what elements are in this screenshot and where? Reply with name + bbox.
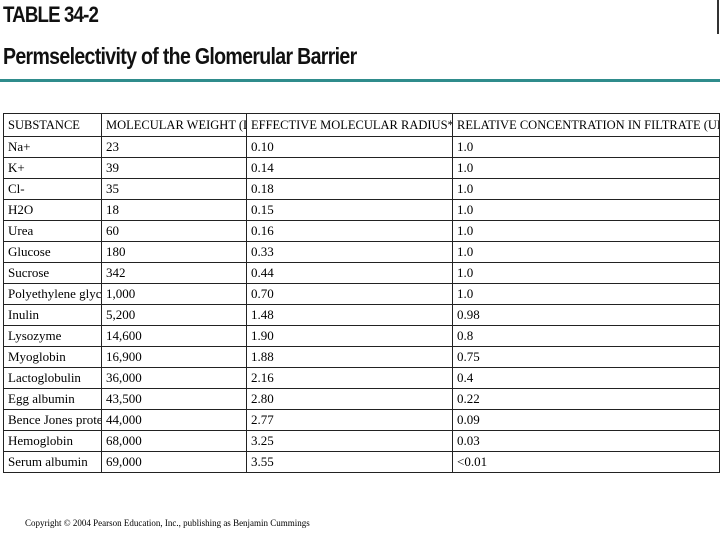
column-header: EFFECTIVE MOLECULAR RADIUS* (nm) bbox=[246, 113, 453, 137]
table-row: Hemoglobin 68,000 3.25 0.03 bbox=[3, 430, 720, 452]
table-cell: 0.98 bbox=[452, 304, 720, 326]
table-cell: 3.25 bbox=[246, 430, 453, 452]
table-row: Na+ 23 0.10 1.0 bbox=[3, 136, 720, 158]
table-cell: 0.33 bbox=[246, 241, 453, 263]
table-row: Cl- 35 0.18 1.0 bbox=[3, 178, 720, 200]
table-cell: Sucrose bbox=[3, 262, 102, 284]
table-cell: 39 bbox=[101, 157, 247, 179]
table-row: Lactoglobulin 36,000 2.16 0.4 bbox=[3, 367, 720, 389]
table-cell: 1.0 bbox=[452, 178, 720, 200]
table-cell: 0.8 bbox=[452, 325, 720, 347]
table-cell: 2.16 bbox=[246, 367, 453, 389]
divider bbox=[0, 79, 720, 82]
table-cell: 0.16 bbox=[246, 220, 453, 242]
table-cell: 0.22 bbox=[452, 388, 720, 410]
table-cell: 1.0 bbox=[452, 157, 720, 179]
table-cell: 1.0 bbox=[452, 262, 720, 284]
table-cell: 2.77 bbox=[246, 409, 453, 431]
table-row: Inulin 5,200 1.48 0.98 bbox=[3, 304, 720, 326]
column-header: MOLECULAR WEIGHT (Da) bbox=[101, 113, 247, 137]
table-cell: 1,000 bbox=[101, 283, 247, 305]
table-cell: 3.55 bbox=[246, 451, 453, 473]
table-cell: 1.0 bbox=[452, 283, 720, 305]
table-row: Polyethylene glycol 1,000 0.70 1.0 bbox=[3, 283, 720, 305]
table-cell: Cl- bbox=[3, 178, 102, 200]
table-cell: 2.80 bbox=[246, 388, 453, 410]
table-cell: 60 bbox=[101, 220, 247, 242]
table-cell: 0.18 bbox=[246, 178, 453, 200]
table-row: Sucrose 342 0.44 1.0 bbox=[3, 262, 720, 284]
table-cell: 0.70 bbox=[246, 283, 453, 305]
table-row: Serum albumin 69,000 3.55 <0.01 bbox=[3, 451, 720, 473]
table-cell: 0.09 bbox=[452, 409, 720, 431]
table-cell: 0.4 bbox=[452, 367, 720, 389]
column-header: RELATIVE CONCENTRATION IN FILTRATE (UFX/… bbox=[452, 113, 720, 137]
table-cell: 1.0 bbox=[452, 136, 720, 158]
table-cell: 1.0 bbox=[452, 241, 720, 263]
table-cell: 0.75 bbox=[452, 346, 720, 368]
table-cell: 180 bbox=[101, 241, 247, 263]
table-cell: Na+ bbox=[3, 136, 102, 158]
header-row: SUBSTANCE MOLECULAR WEIGHT (Da) EFFECTIVE … bbox=[3, 113, 720, 137]
copyright: Copyright © 2004 Pearson Education, Inc.… bbox=[25, 518, 310, 528]
table-cell: 0.15 bbox=[246, 199, 453, 221]
table-cell: 36,000 bbox=[101, 367, 247, 389]
table-cell: 1.48 bbox=[246, 304, 453, 326]
table-cell: Lysozyme bbox=[3, 325, 102, 347]
table-cell: 1.0 bbox=[452, 199, 720, 221]
table-cell: K+ bbox=[3, 157, 102, 179]
data-table: SUBSTANCE MOLECULAR WEIGHT (Da) EFFECTIVE … bbox=[3, 113, 720, 473]
table-cell: 0.14 bbox=[246, 157, 453, 179]
table-cell: 1.90 bbox=[246, 325, 453, 347]
table-cell: <0.01 bbox=[452, 451, 720, 473]
table-cell: 69,000 bbox=[101, 451, 247, 473]
edge-line bbox=[717, 0, 719, 34]
table-body: Na+ 23 0.10 1.0 K+ 39 0.14 1.0 Cl- 35 0.18 1.0 H2O 18… bbox=[3, 136, 720, 473]
table-row: Urea 60 0.16 1.0 bbox=[3, 220, 720, 242]
table-cell: 18 bbox=[101, 199, 247, 221]
table-cell: 1.0 bbox=[452, 220, 720, 242]
table-cell: 16,900 bbox=[101, 346, 247, 368]
table-row: Lysozyme 14,600 1.90 0.8 bbox=[3, 325, 720, 347]
table-cell: 43,500 bbox=[101, 388, 247, 410]
table-row: Myoglobin 16,900 1.88 0.75 bbox=[3, 346, 720, 368]
table-cell: 23 bbox=[101, 136, 247, 158]
table-cell: Glucose bbox=[3, 241, 102, 263]
table-cell: 0.03 bbox=[452, 430, 720, 452]
table-cell: Myoglobin bbox=[3, 346, 102, 368]
table-cell: 1.88 bbox=[246, 346, 453, 368]
table-cell: Hemoglobin bbox=[3, 430, 102, 452]
table-row: Glucose 180 0.33 1.0 bbox=[3, 241, 720, 263]
table-cell: Inulin bbox=[3, 304, 102, 326]
table-number: TABLE 34-2 bbox=[3, 2, 99, 27]
table-row: Egg albumin 43,500 2.80 0.22 bbox=[3, 388, 720, 410]
table-cell: Lactoglobulin bbox=[3, 367, 102, 389]
table-row: K+ 39 0.14 1.0 bbox=[3, 157, 720, 179]
table-row: H2O 18 0.15 1.0 bbox=[3, 199, 720, 221]
table-cell: Polyethylene glycol bbox=[3, 283, 102, 305]
column-header: SUBSTANCE bbox=[3, 113, 102, 137]
table-cell: 5,200 bbox=[101, 304, 247, 326]
table-cell: H2O bbox=[3, 199, 102, 221]
table-cell: 0.44 bbox=[246, 262, 453, 284]
table-cell: 14,600 bbox=[101, 325, 247, 347]
table-cell: Egg albumin bbox=[3, 388, 102, 410]
table-cell: Urea bbox=[3, 220, 102, 242]
table-cell: 44,000 bbox=[101, 409, 247, 431]
table-cell: 342 bbox=[101, 262, 247, 284]
table-cell: 68,000 bbox=[101, 430, 247, 452]
table-cell: 0.10 bbox=[246, 136, 453, 158]
table-cell: Serum albumin bbox=[3, 451, 102, 473]
table-title: Permselectivity of the Glomerular Barrie… bbox=[3, 43, 357, 69]
table-cell: Bence Jones protein bbox=[3, 409, 102, 431]
table-cell: 35 bbox=[101, 178, 247, 200]
